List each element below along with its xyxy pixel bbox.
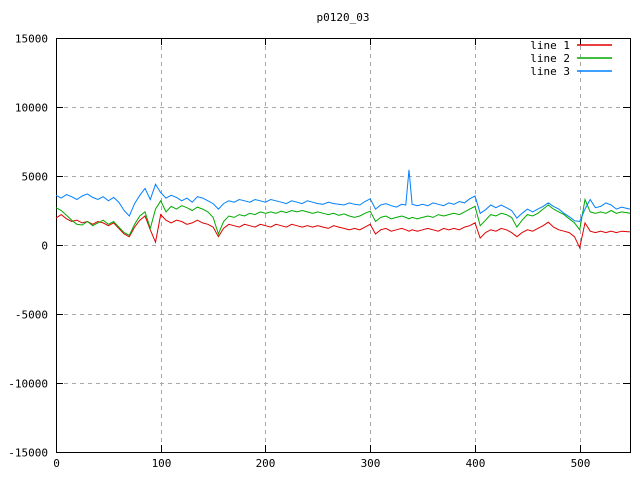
y-tick-label: 15000 [15,33,48,46]
x-tick-label: 400 [466,457,486,470]
legend-label-1: line 1 [530,39,570,52]
chart-title: p0120_03 [317,11,370,24]
y-tick-label: -15000 [8,447,48,460]
y-tick-label: 0 [41,240,48,253]
x-tick-label: 200 [256,457,276,470]
x-tick-label: 100 [152,457,172,470]
series-line-1 [55,213,631,250]
series-line-3 [55,169,631,223]
legend-label-3: line 3 [530,65,570,78]
x-tick-label: 0 [53,457,60,470]
legend-label-2: line 2 [530,52,570,65]
y-tick-label: -10000 [8,378,48,391]
y-tick-label: 10000 [15,102,48,115]
y-tick-label: 5000 [22,171,49,184]
series-line-2 [55,197,631,236]
y-tick-label: -5000 [15,309,48,322]
x-tick-label: 500 [571,457,591,470]
x-tick-label: 300 [361,457,381,470]
plot-border [56,38,631,453]
